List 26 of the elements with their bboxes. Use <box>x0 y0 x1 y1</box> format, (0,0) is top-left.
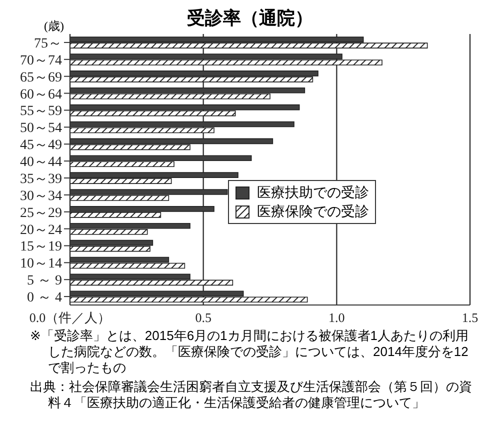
y-tick-label: 55～59 <box>20 104 62 120</box>
y-tick-label: 45～49 <box>20 138 62 154</box>
legend-label: 医療扶助での受診 <box>257 183 369 202</box>
x-tick-label: 1.5 <box>462 310 478 326</box>
y-tick-label: 0 ～ 4 <box>27 290 62 306</box>
y-tick-label: 25～29 <box>20 206 62 221</box>
y-tick-label: 20～24 <box>20 222 62 238</box>
y-tick-label: 35～39 <box>20 172 62 187</box>
legend-label: 医療保険での受診 <box>257 202 369 221</box>
y-tick-label: 15～19 <box>20 240 62 255</box>
y-tick-label: 70～74 <box>20 53 62 68</box>
y-axis-title: (歳) <box>44 18 64 35</box>
y-tick-label: 40～44 <box>20 155 62 170</box>
x-tick-label: 1.0 <box>328 310 345 326</box>
y-tick-label: 30～34 <box>20 188 62 204</box>
source-note: 出典：社会保障審議会生活困窮者自立支援及び生活保護部会（第５回）の資料４「医療扶助の適正化・生活保護受給者の健康管理について」 <box>30 379 473 411</box>
text: ※「受診率」とは、2015年6月の1カ月間における被保護者1人あたりの利用した病院などの数。「医療保険での受診」については、2014年度分を12で割ったもの <box>30 328 470 376</box>
y-tick-label: 5 ～ 9 <box>27 274 62 289</box>
y-tick-label: 60～64 <box>20 87 62 102</box>
y-tick-label: 50～54 <box>20 121 62 136</box>
y-tick-label: 75～ <box>34 36 62 52</box>
y-tick-label: 10～14 <box>20 256 62 272</box>
x-tick-label: 0.5 <box>195 310 212 326</box>
chart-title: 受診率（通院） <box>187 8 313 28</box>
y-tick-label: 65～69 <box>20 70 62 86</box>
x-tick-label: 0.0（件／人） <box>29 310 111 326</box>
